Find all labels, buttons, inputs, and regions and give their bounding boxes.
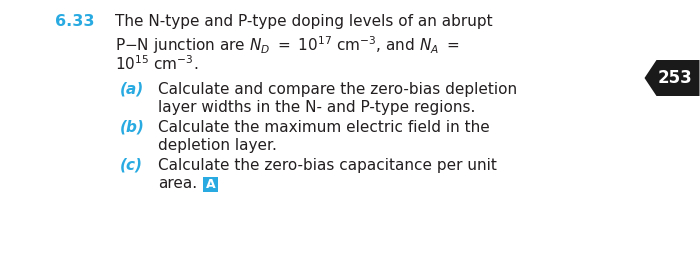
FancyBboxPatch shape: [203, 177, 218, 192]
Text: Calculate the zero-bias capacitance per unit: Calculate the zero-bias capacitance per …: [158, 158, 497, 173]
Text: 253: 253: [657, 69, 692, 87]
Text: (c): (c): [120, 158, 143, 173]
Polygon shape: [645, 60, 699, 96]
Text: (b): (b): [120, 120, 145, 135]
Text: layer widths in the N- and P-type regions.: layer widths in the N- and P-type region…: [158, 100, 475, 115]
Text: area.: area.: [158, 176, 197, 191]
Text: 6.33: 6.33: [55, 14, 94, 29]
Text: Calculate the maximum electric field in the: Calculate the maximum electric field in …: [158, 120, 490, 135]
Text: P$-$N junction are $N_D\ =\ 10^{17}$ cm$^{-3}$, and $N_A\ =$: P$-$N junction are $N_D\ =\ 10^{17}$ cm$…: [115, 34, 459, 56]
Text: Calculate and compare the zero-bias depletion: Calculate and compare the zero-bias depl…: [158, 82, 517, 97]
Text: $10^{15}$ cm$^{-3}$.: $10^{15}$ cm$^{-3}$.: [115, 54, 198, 73]
Text: (a): (a): [120, 82, 144, 97]
Text: The N-type and P-type doping levels of an abrupt: The N-type and P-type doping levels of a…: [115, 14, 493, 29]
Text: depletion layer.: depletion layer.: [158, 138, 277, 153]
Text: A: A: [206, 178, 216, 191]
